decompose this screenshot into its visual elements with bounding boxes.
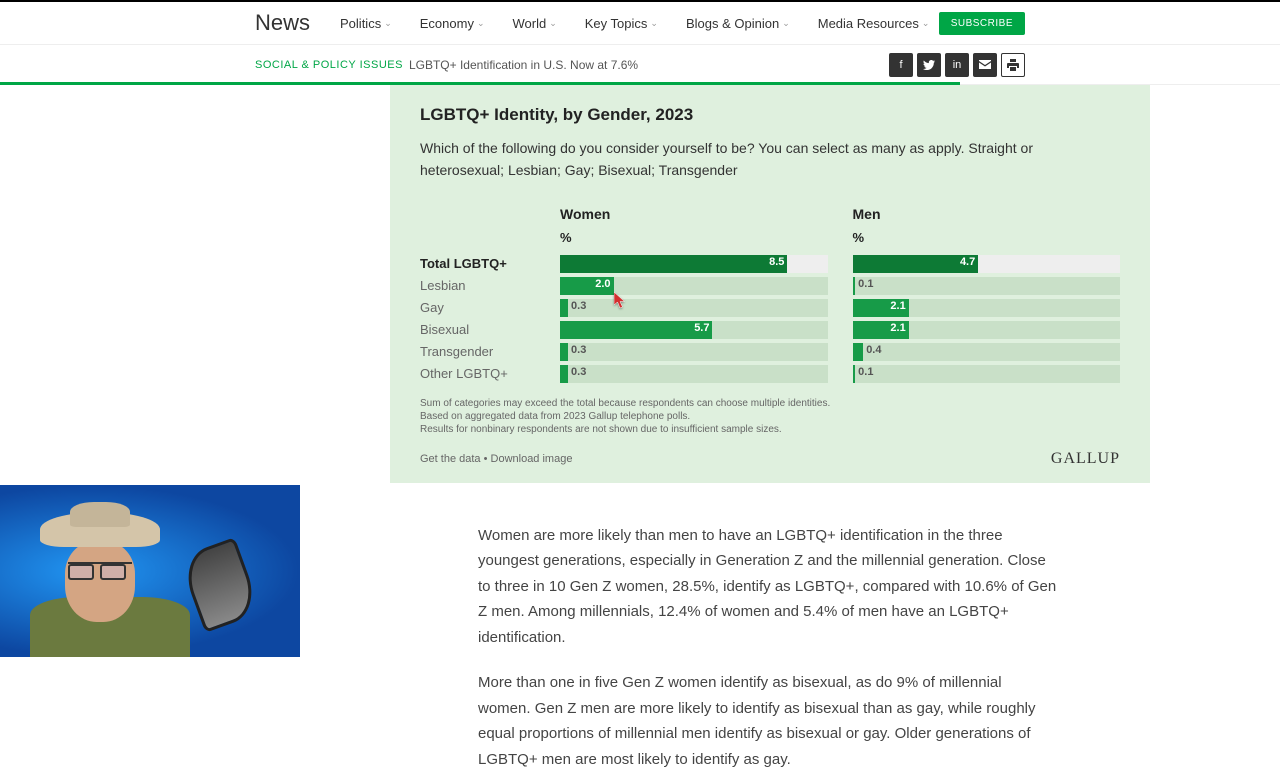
row-label: Other LGBTQ+ bbox=[420, 363, 560, 385]
webcam-overlay bbox=[0, 485, 300, 657]
chevron-down-icon: ⌄ bbox=[549, 18, 557, 29]
bar-value: 0.4 bbox=[866, 344, 881, 356]
bar-cell: 5.7 bbox=[560, 321, 828, 339]
linkedin-icon[interactable]: in bbox=[945, 53, 969, 77]
article-body: Women are more likely than men to have a… bbox=[478, 523, 1058, 772]
chevron-down-icon: ⌄ bbox=[384, 18, 392, 29]
article-p1: Women are more likely than men to have a… bbox=[478, 523, 1058, 651]
bar-value: 0.3 bbox=[571, 300, 586, 312]
chart-grid: Women Men % % bbox=[420, 202, 1120, 253]
facebook-icon[interactable]: f bbox=[889, 53, 913, 77]
bar-value: 0.3 bbox=[571, 344, 586, 356]
bar-cell: 0.1 bbox=[853, 277, 1121, 295]
nav-item-world[interactable]: World⌄ bbox=[513, 16, 557, 31]
bar-cell: 2.1 bbox=[853, 299, 1121, 317]
data-links[interactable]: Get the data • Download image bbox=[420, 453, 572, 465]
cursor-icon bbox=[614, 292, 628, 310]
nav-item-politics[interactable]: Politics⌄ bbox=[340, 16, 392, 31]
chart-question: Which of the following do you consider y… bbox=[420, 137, 1120, 182]
bar-cell: 0.3 bbox=[560, 365, 828, 383]
bar-cell: 0.4 bbox=[853, 343, 1121, 361]
category-label[interactable]: SOCIAL & POLICY ISSUES bbox=[255, 59, 403, 71]
footnote-line: Based on aggregated data from 2023 Gallu… bbox=[420, 410, 1120, 423]
chart-card: LGBTQ+ Identity, by Gender, 2023 Which o… bbox=[390, 85, 1150, 483]
col-head-women: Women bbox=[560, 202, 828, 226]
article-subtitle: LGBTQ+ Identification in U.S. Now at 7.6… bbox=[409, 58, 638, 72]
col-head-men: Men bbox=[853, 202, 1121, 226]
chart-links: Get the data • Download image GALLUP bbox=[420, 450, 1120, 468]
chevron-down-icon: ⌄ bbox=[650, 18, 658, 29]
bar-cell: 2.0 bbox=[560, 277, 828, 295]
pct-head-2: % bbox=[853, 226, 1121, 253]
bar-value: 0.3 bbox=[571, 366, 586, 378]
chevron-down-icon: ⌄ bbox=[782, 18, 790, 29]
twitter-icon[interactable] bbox=[917, 53, 941, 77]
bar-value: 5.7 bbox=[694, 322, 709, 334]
brand[interactable]: News bbox=[255, 10, 310, 36]
bar-value: 2.0 bbox=[595, 278, 610, 290]
nav-item-key-topics[interactable]: Key Topics⌄ bbox=[585, 16, 658, 31]
reading-progress bbox=[0, 82, 960, 85]
sub-nav: SOCIAL & POLICY ISSUES LGBTQ+ Identifica… bbox=[0, 45, 1280, 85]
bar-cell: 0.3 bbox=[560, 343, 828, 361]
bar-cell: 2.1 bbox=[853, 321, 1121, 339]
chevron-down-icon: ⌄ bbox=[922, 18, 930, 29]
print-icon[interactable] bbox=[1001, 53, 1025, 77]
bar-value: 2.1 bbox=[890, 322, 905, 334]
bar-value: 2.1 bbox=[890, 300, 905, 312]
bar-cell: 4.7 bbox=[853, 255, 1121, 273]
bar-value: 4.7 bbox=[960, 256, 975, 268]
row-label: Total LGBTQ+ bbox=[420, 253, 560, 275]
chart-rows: Total LGBTQ+ 8.5 4.7 Lesbian 2.0 0.1 Gay 0.3 2.1… bbox=[420, 253, 1120, 385]
footnote-line: Results for nonbinary respondents are no… bbox=[420, 423, 1120, 436]
footnote-line: Sum of categories may exceed the total b… bbox=[420, 397, 1120, 410]
nav-item-blogs-opinion[interactable]: Blogs & Opinion⌄ bbox=[686, 16, 790, 31]
bar-cell: 0.3 bbox=[560, 299, 828, 317]
row-label: Transgender bbox=[420, 341, 560, 363]
subscribe-button[interactable]: SUBSCRIBE bbox=[939, 12, 1025, 35]
bar-cell: 8.5 bbox=[560, 255, 828, 273]
share-icons: f in bbox=[889, 53, 1025, 77]
gallup-logo: GALLUP bbox=[1051, 450, 1120, 468]
article-p2: More than one in five Gen Z women identi… bbox=[478, 670, 1058, 772]
row-label: Gay bbox=[420, 297, 560, 319]
row-label: Bisexual bbox=[420, 319, 560, 341]
bar-cell: 0.1 bbox=[853, 365, 1121, 383]
chart-title: LGBTQ+ Identity, by Gender, 2023 bbox=[420, 105, 1120, 125]
chevron-down-icon: ⌄ bbox=[477, 18, 485, 29]
row-label: Lesbian bbox=[420, 275, 560, 297]
nav-items: Politics⌄ Economy⌄ World⌄ Key Topics⌄ Blogs … bbox=[340, 16, 939, 31]
bar-value: 0.1 bbox=[858, 278, 873, 290]
main-nav: News Politics⌄ Economy⌄ World⌄ Key Topics⌄ B… bbox=[0, 2, 1280, 45]
chart-footnotes: Sum of categories may exceed the total b… bbox=[420, 397, 1120, 436]
nav-item-media-resources[interactable]: Media Resources⌄ bbox=[818, 16, 930, 31]
nav-item-economy[interactable]: Economy⌄ bbox=[420, 16, 485, 31]
bar-value: 8.5 bbox=[769, 256, 784, 268]
pct-head-1: % bbox=[560, 226, 828, 253]
bar-value: 0.1 bbox=[858, 366, 873, 378]
email-icon[interactable] bbox=[973, 53, 997, 77]
